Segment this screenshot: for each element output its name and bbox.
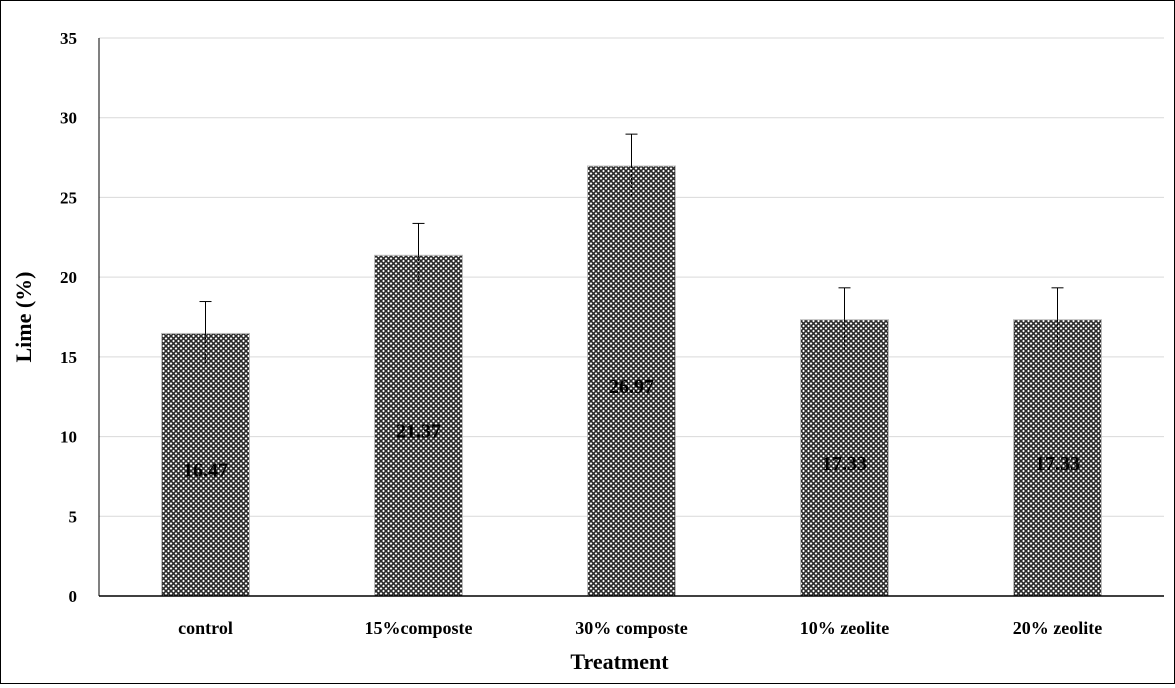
x-tick-label: 30% composte [575,618,687,638]
bar [800,319,889,597]
x-tick-label: 10% zeolite [800,618,889,638]
data-labels: 16.47 21.37 26.97 17.33 17.33 [183,376,1080,482]
y-tick-label: 30 [60,109,77,128]
y-tick-label: 5 [69,507,78,526]
data-label: 16.47 [183,460,228,482]
x-tick-label: control [178,618,233,638]
data-label: 17.33 [1035,453,1080,475]
x-tick-label: 20% zeolite [1013,618,1102,638]
y-tick-label: 25 [60,188,77,207]
bar [587,165,676,597]
data-label: 26.97 [609,376,654,398]
x-axis-title: Treatment [570,649,669,674]
data-label: 17.33 [822,453,867,475]
y-tick-label: 20 [60,268,77,287]
bars [161,165,1102,597]
data-label: 21.37 [396,421,441,443]
error-bars [199,133,1064,366]
x-tick-label: 15%composte [365,618,473,638]
y-tick-label: 10 [60,428,77,447]
axes: 0 5 10 15 20 25 30 35 control 15%composte 30% comp… [60,29,1164,638]
y-tick-label: 0 [69,587,78,606]
y-tick-label: 15 [60,348,77,367]
y-tick-label: 35 [60,29,77,48]
y-axis-title: Lime (%) [11,271,36,362]
bar [1013,319,1102,597]
bar [374,254,463,597]
